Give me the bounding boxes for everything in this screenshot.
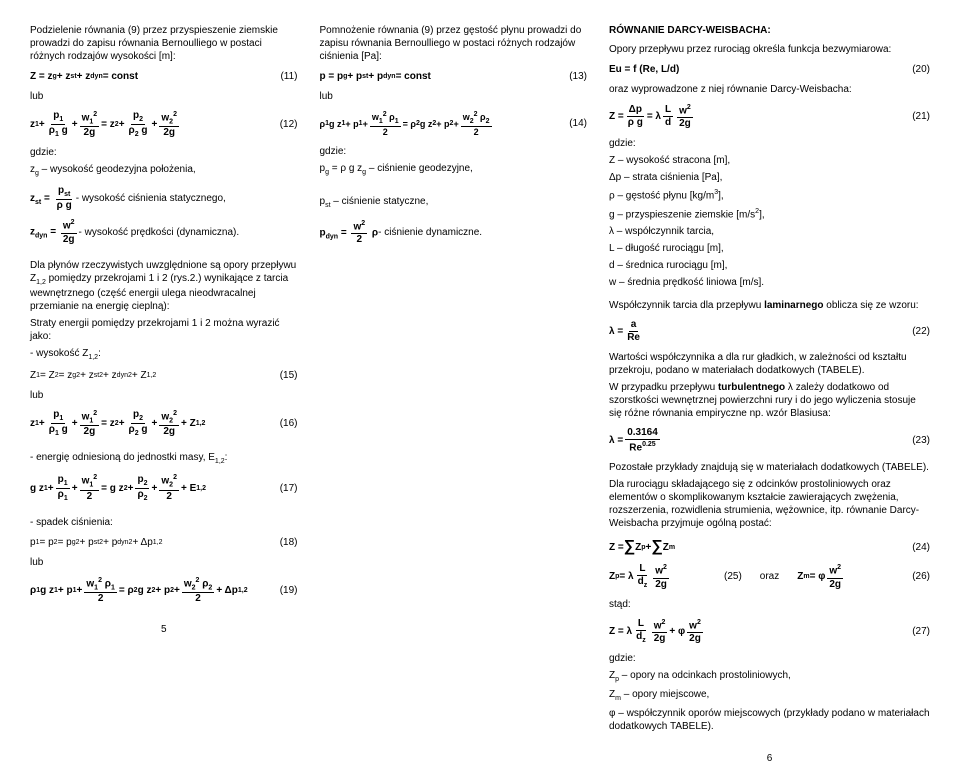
spadek: - spadek ciśnienia:: [30, 516, 298, 529]
lub-2: lub: [30, 389, 298, 402]
gdzie-1: gdzie:: [30, 146, 298, 159]
phi-def: φ – współczynnik oporów miejscowych (prz…: [609, 707, 930, 733]
eq-12: z1 + p1ρ1 g + w122g = z2 + p2ρ2 g + w222…: [30, 111, 298, 138]
stad: stąd:: [609, 598, 930, 611]
zst-def: zst = pstρ g - wysokość ciśnienia statyc…: [30, 186, 298, 211]
z-def: Z – wysokość stracona [m],: [609, 154, 930, 167]
zg-def: zg – wysokość geodezyjna położenia,: [30, 163, 298, 178]
eq-14: ρ1 g z1 + p1 + w12 ρ12 = ρ2 g z2 + p2 + …: [320, 111, 588, 137]
zdyn-def: zdyn = w22g - wysokość prędkości (dynami…: [30, 219, 298, 244]
column-3: RÓWNANIE DARCY-WEISBACHA: Opory przepływ…: [609, 20, 930, 764]
pozostale: Pozostałe przykłady znajdują się w mater…: [609, 461, 930, 474]
opory: Opory przepływu przez rurociąg określa f…: [609, 43, 930, 56]
dp-def: Δp – strata ciśnienia [Pa],: [609, 171, 930, 184]
eq-13: p = pg + pst + pdyn = const (13): [320, 71, 588, 82]
eq-18: p1 = p2 = pg2 + pst2 + pdyn2 + Δp1,2 (18…: [30, 537, 298, 548]
eq-27: Z = λ Ldz w22g + φ w22g (27): [609, 619, 930, 644]
gdzie-4: gdzie:: [609, 652, 930, 665]
pst-def: pst – ciśnienie statyczne,: [320, 195, 588, 210]
pg-def: pg = ρ g zg – ciśnienie geodezyjne,: [320, 162, 588, 177]
d-def: d – średnica rurociągu [m],: [609, 259, 930, 272]
dla-rurociagu: Dla rurociągu składającego się z odcinkó…: [609, 478, 930, 530]
rho-def: ρ – gęstość płynu [kg/m3],: [609, 188, 930, 202]
page-num-5: 5: [30, 624, 298, 635]
eq-22: λ = aRe (22): [609, 320, 930, 343]
col2-intro: Pomnożenie równania (9) przez gęstość pł…: [320, 24, 588, 63]
gdzie-3: gdzie:: [609, 137, 930, 150]
column-1: Podzielenie równania (9) przez przyspies…: [30, 20, 298, 764]
gdzie-2: gdzie:: [320, 145, 588, 158]
L-def: L – długość rurociągu [m],: [609, 242, 930, 255]
eq-15: Z1 = Z2 = zg2 + zst2 + zdyn2 + Z1,2 (15): [30, 370, 298, 381]
lambda-def: λ – współczynnik tarcia,: [609, 225, 930, 238]
lub-3: lub: [30, 556, 298, 569]
eq-11: Z = zg + zst + zdyn = const (11): [30, 71, 298, 82]
dla-plynow: Dla płynów rzeczywistych uwzględnione są…: [30, 259, 298, 313]
eq-19: ρ1 g z1 + p1 + w12 ρ12 = ρ2 g z2 + p2 + …: [30, 577, 298, 604]
eq-16: z1 + p1ρ1 g + w122g = z2 + p2ρ2 g + w222…: [30, 410, 298, 437]
wspol-laminar: Współczynnik tarcia dla przepływu lamina…: [609, 299, 930, 312]
eq-23: λ = 0.3164Re0.25 (23): [609, 428, 930, 453]
darcy-title: RÓWNANIE DARCY-WEISBACHA:: [609, 24, 930, 37]
eq-17: g z1 + p1ρ1 + w122 = g z2 + p2ρ2 + w222 …: [30, 474, 298, 501]
straty: Straty energii pomiędzy przekrojami 1 i …: [30, 317, 298, 343]
page-num-6: 6: [609, 753, 930, 764]
eq-21: Z = Δpρ g = λ Ld w22g (21): [609, 104, 930, 129]
zp-def: Zp – opory na odcinkach prostoliniowych,: [609, 669, 930, 684]
lub-4: lub: [320, 90, 588, 103]
wartosci: Wartości współczynnika a dla rur gładkic…: [609, 351, 930, 377]
lub-1: lub: [30, 90, 298, 103]
wysokosc: - wysokość Z1,2:: [30, 347, 298, 362]
column-2: Pomnożenie równania (9) przez gęstość pł…: [320, 20, 588, 764]
turb: W przypadku przepływu turbulentnego λ za…: [609, 381, 930, 420]
zm-def: Zm – opory miejscowe,: [609, 688, 930, 703]
col1-intro: Podzielenie równania (9) przez przyspies…: [30, 24, 298, 63]
energie: - energię odniesioną do jednostki masy, …: [30, 451, 298, 466]
w-def: w – średnia prędkość liniowa [m/s].: [609, 276, 930, 289]
eq-25-26: Zp = λ Ldz w22g (25) oraz Zm = φ w22g (2…: [609, 564, 930, 589]
eq-24: Z = ∑Zp + ∑Zm (24): [609, 538, 930, 556]
eq-20: Eu = f (Re, L/d) (20): [609, 64, 930, 75]
oraz: oraz wyprowadzone z niej równanie Darcy-…: [609, 83, 930, 96]
pdyn-def: pdyn = w22 ρ - ciśnienie dynamiczne.: [320, 220, 588, 245]
g-def: g – przyspieszenie ziemskie [m/s2],: [609, 207, 930, 221]
